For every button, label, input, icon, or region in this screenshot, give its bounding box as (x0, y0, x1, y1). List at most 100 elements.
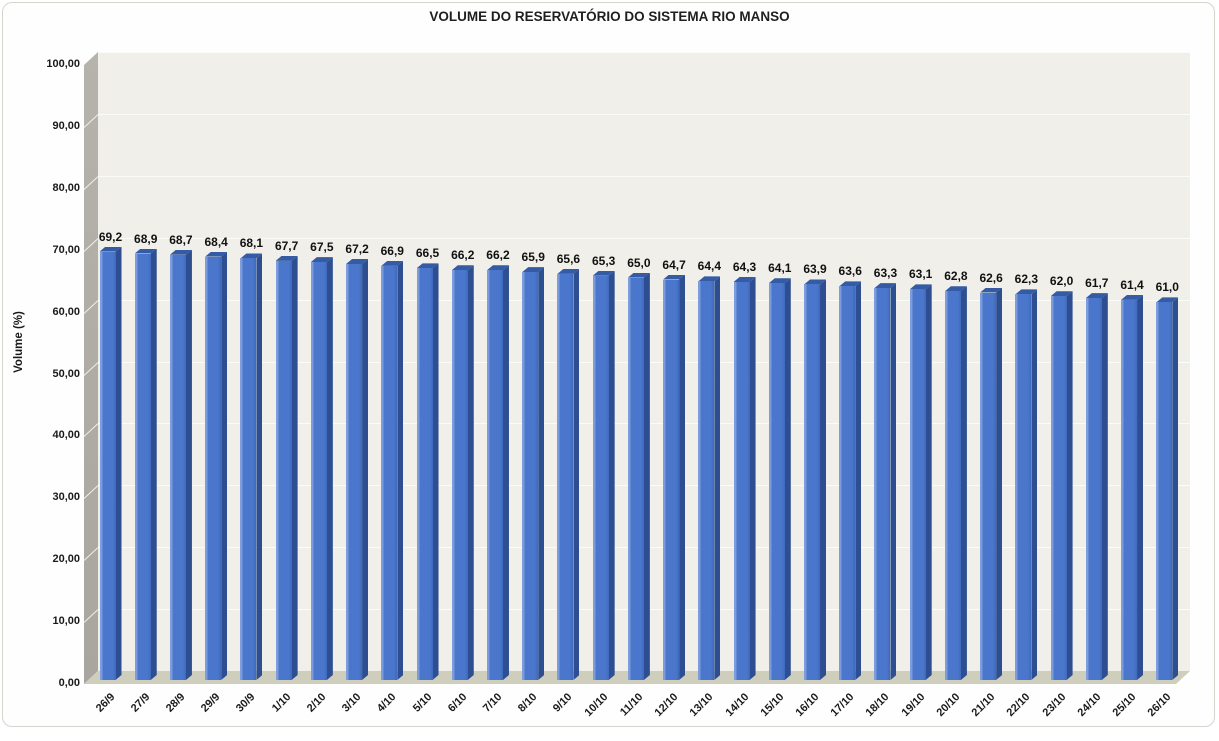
bar-front-face (310, 262, 327, 680)
bar-side-face (291, 255, 298, 680)
bar (416, 263, 439, 680)
bar-top-face (99, 246, 122, 252)
bar-side-face (784, 278, 791, 680)
bar (592, 270, 615, 680)
bar (663, 274, 686, 680)
bar-top-face (240, 253, 263, 259)
bar-front-face (804, 284, 821, 680)
bar-top-face (310, 257, 333, 263)
bar-side-face (150, 248, 157, 680)
bar-side-face (326, 257, 333, 680)
bar-top-face (874, 283, 897, 289)
bar-value-label: 67,2 (345, 242, 369, 257)
bar-side-face (573, 268, 580, 680)
bar-value-label: 61,7 (1085, 276, 1109, 291)
bar-side-face (960, 286, 967, 680)
bar-side-face (1066, 291, 1073, 680)
bar-side-face (855, 281, 862, 680)
chart-title: VOLUME DO RESERVATÓRIO DO SISTEMA RIO MA… (429, 9, 790, 24)
bar (205, 251, 228, 680)
gridline (98, 52, 1190, 53)
y-axis-tick-label: 50,00 (52, 367, 80, 380)
bar-side-face (1137, 294, 1144, 680)
bar-value-label: 68,9 (134, 231, 158, 246)
bar-side-face (467, 265, 474, 680)
y-axis-tick-label: 100,00 (46, 58, 80, 70)
bar-top-face (557, 268, 580, 274)
bar-front-face (99, 251, 116, 680)
bar-value-label: 62,6 (979, 270, 1003, 285)
y-axis-tick-label: 30,00 (52, 491, 80, 504)
bar-side-face (362, 259, 369, 680)
bar-front-face (980, 292, 997, 680)
bar-value-label: 66,9 (380, 243, 404, 258)
y-axis-tick-label: 10,00 (52, 615, 80, 628)
bar-value-label: 62,0 (1049, 274, 1074, 289)
bar-value-label: 65,0 (627, 255, 651, 270)
bar-top-face (1085, 293, 1108, 299)
bar-top-face (627, 272, 650, 278)
bar-side-face (643, 272, 650, 680)
bar-front-face (557, 273, 574, 680)
bar-side-face (185, 249, 192, 680)
bar-top-face (768, 278, 791, 284)
bar-front-face (416, 268, 433, 680)
bar (1085, 293, 1108, 680)
bar (1121, 294, 1144, 680)
bar-top-face (451, 265, 474, 271)
bar-front-face (346, 264, 363, 680)
bar (733, 276, 756, 680)
bar-top-face (698, 276, 721, 282)
y-axis-tick-label: 20,00 (52, 553, 80, 566)
bar (310, 257, 333, 680)
bar-top-face (839, 281, 862, 287)
bar (522, 267, 545, 680)
bar-front-face (275, 260, 292, 680)
bar-value-label: 65,9 (521, 250, 545, 265)
bar-top-face (134, 248, 157, 254)
bar-top-face (663, 274, 686, 280)
bar-top-face (980, 287, 1003, 293)
bar-top-face (733, 276, 756, 282)
gridline (98, 175, 1190, 177)
bar-side-face (115, 246, 122, 680)
bar (381, 260, 404, 680)
bar (874, 283, 897, 680)
y-axis-tick-label: 70,00 (52, 243, 80, 256)
bar-value-label: 64,1 (768, 261, 792, 276)
bar-top-face (909, 284, 932, 290)
y-axis-tick-label: 40,00 (52, 429, 80, 442)
bar-side-face (608, 270, 615, 680)
bar-side-face (820, 279, 827, 680)
bar-side-face (996, 287, 1003, 680)
bar-top-face (275, 255, 298, 261)
bar-side-face (256, 253, 263, 680)
bar-side-face (890, 283, 897, 680)
gridline (98, 113, 1190, 115)
bar-front-face (522, 272, 539, 680)
bar-front-face (381, 265, 398, 680)
bar-front-face (944, 291, 961, 680)
bar-value-label: 65,6 (556, 251, 581, 266)
bar-value-label: 68,4 (204, 234, 228, 249)
bar (240, 253, 263, 680)
bar (698, 276, 721, 680)
bar-front-face (451, 270, 468, 680)
y-axis-tick-label: 60,00 (52, 305, 80, 318)
bar-value-label: 61,4 (1120, 277, 1144, 292)
bar (275, 255, 298, 680)
bar-value-label: 64,4 (697, 259, 721, 274)
bar-front-face (768, 283, 785, 680)
bar-value-label: 66,2 (451, 248, 475, 263)
gridline (98, 237, 1190, 239)
bar-side-face (679, 274, 686, 680)
y-axis-tick-label: 90,00 (52, 119, 80, 132)
bar-front-face (909, 289, 926, 680)
bar-front-face (486, 270, 503, 680)
bar-front-face (1156, 302, 1173, 680)
bar-top-face (522, 267, 545, 273)
bar (1156, 297, 1179, 680)
bar-front-face (134, 253, 151, 680)
bar-top-face (205, 251, 228, 257)
bar-front-face (1121, 299, 1138, 680)
